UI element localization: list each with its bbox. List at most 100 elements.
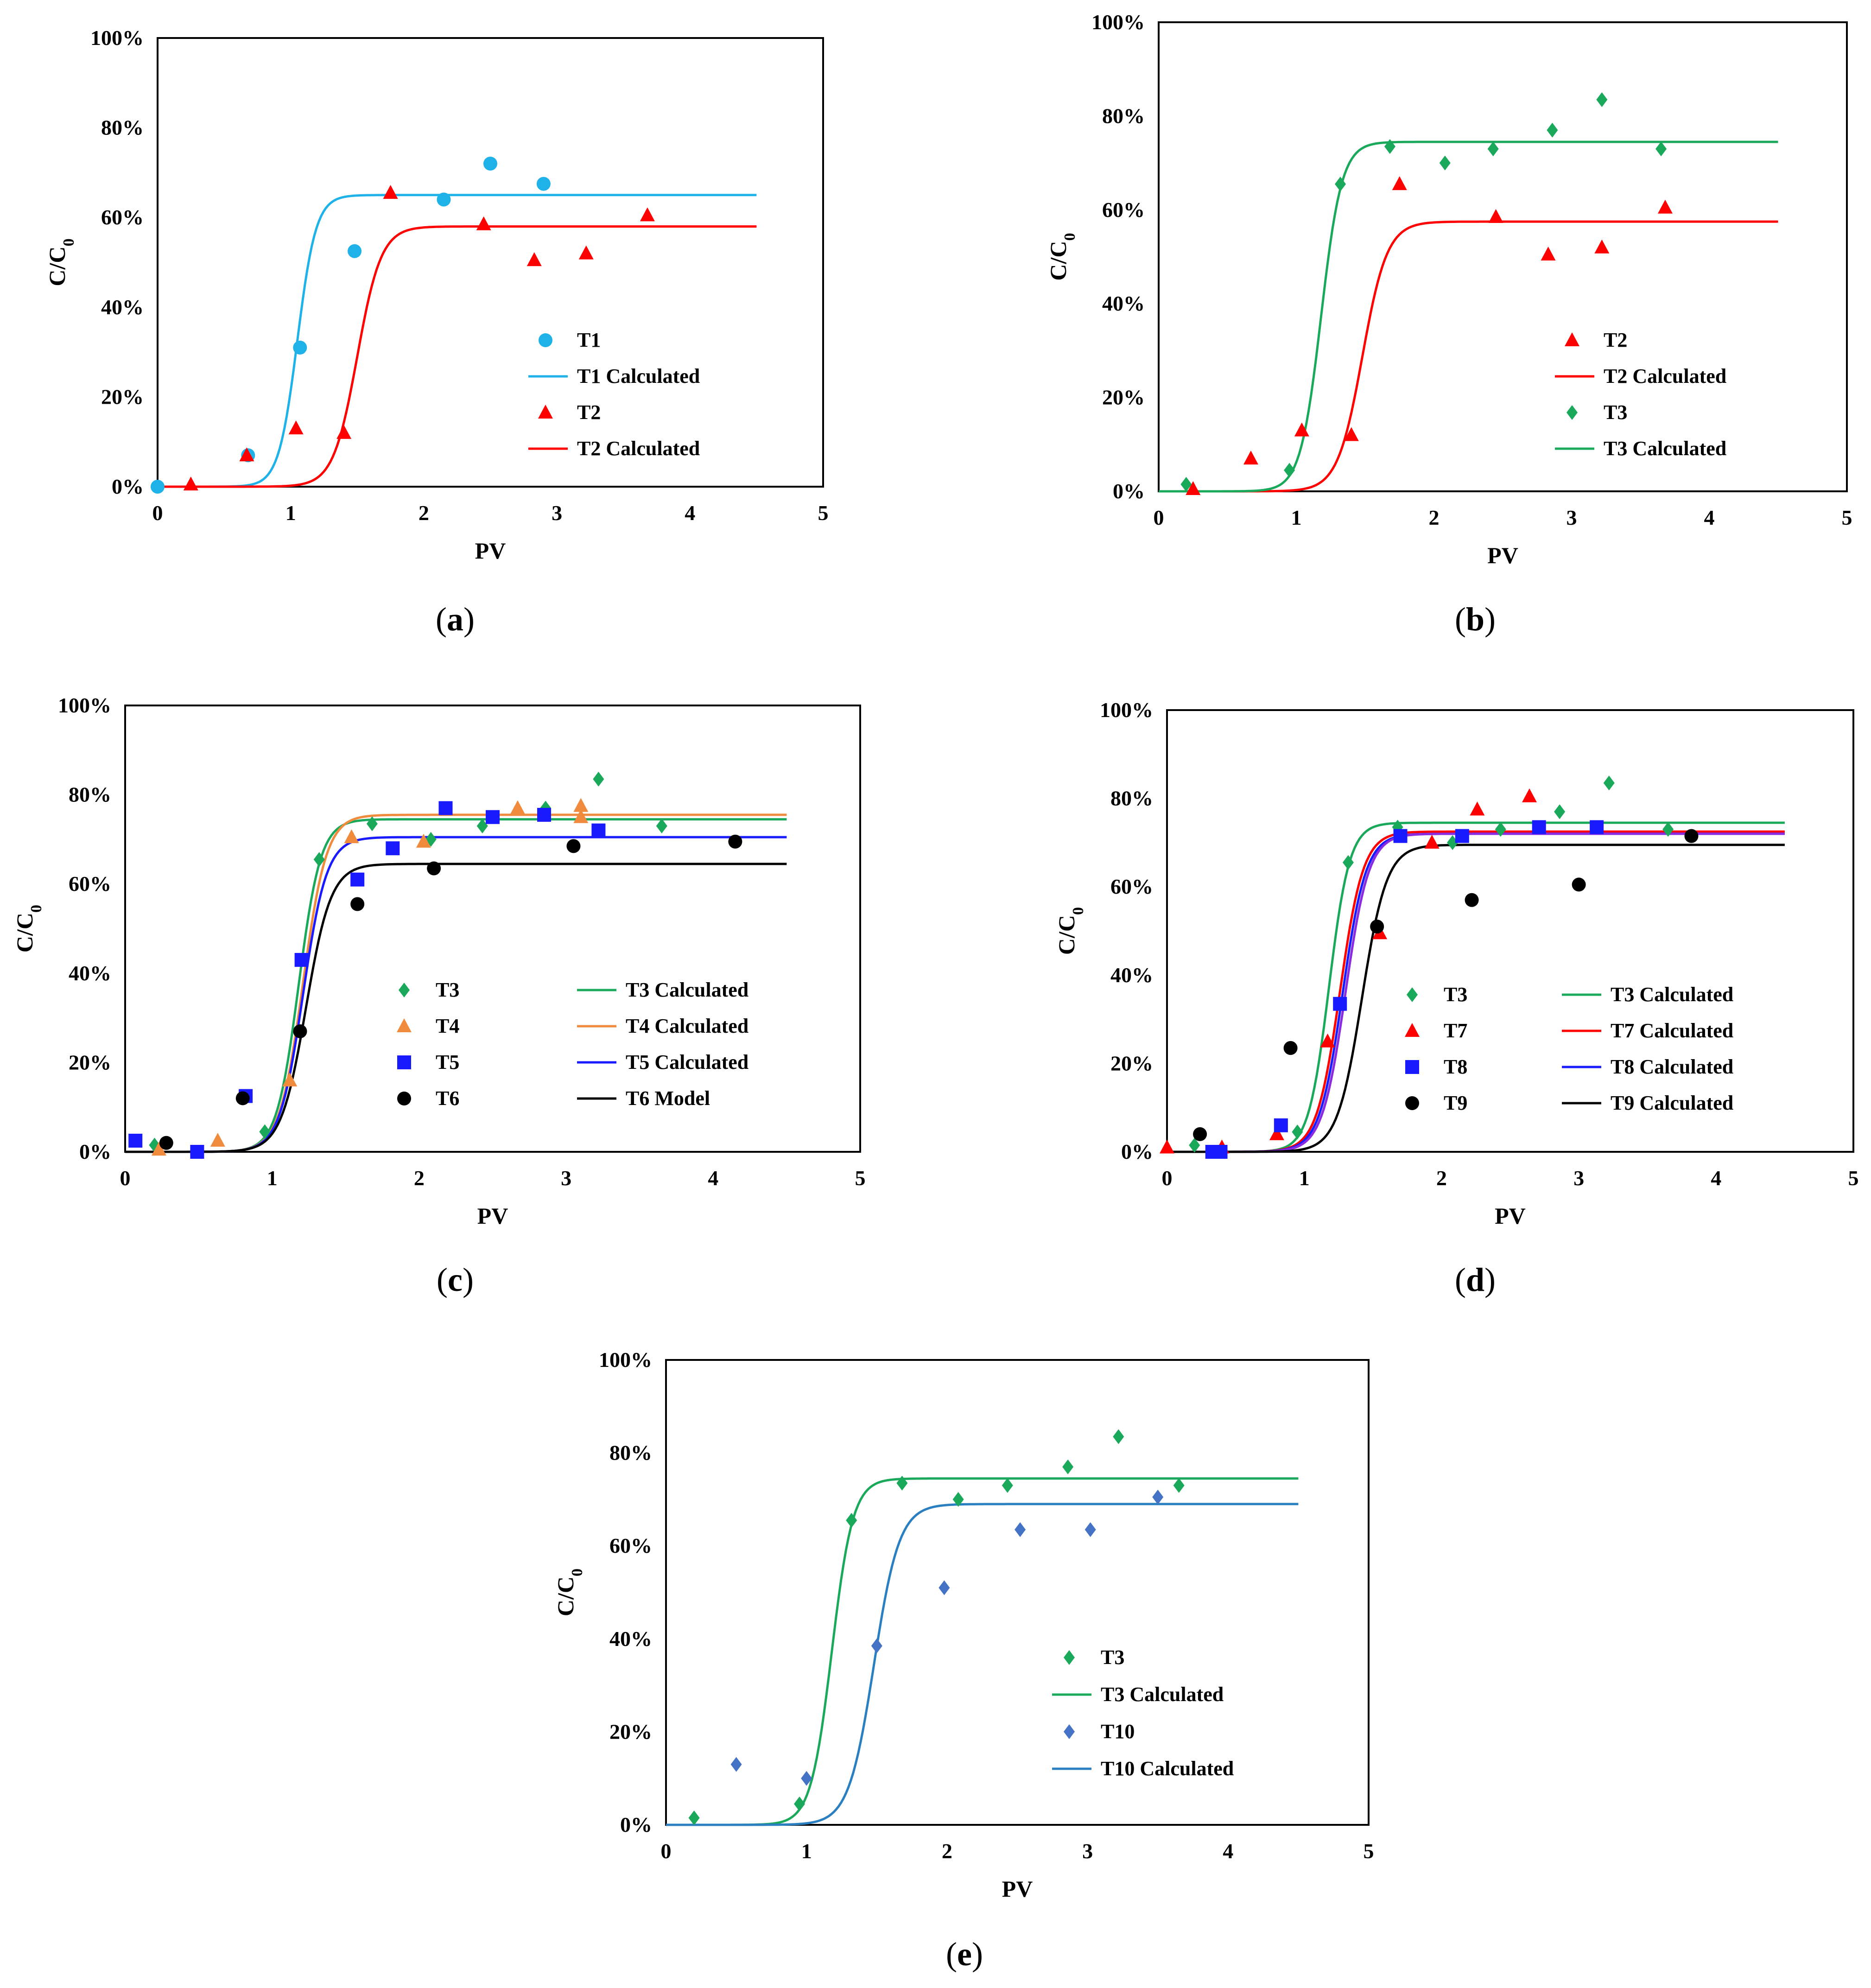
data-point-t3 — [896, 1475, 908, 1491]
chart-panel-a: 0% 20% 40% 60% 80% 100% 0 1 2 3 4 5 PV C/C0 T1 T1 Calcu… — [44, 26, 829, 564]
data-point-t3 — [1342, 855, 1354, 870]
x-axis-label: PV — [1495, 1203, 1526, 1229]
data-point-t3 — [1180, 476, 1192, 492]
data-point-t6 — [566, 839, 581, 853]
data-point-t2 — [336, 425, 352, 439]
data-point-t9 — [1465, 893, 1479, 907]
data-point-t6 — [427, 861, 441, 876]
x-tick-label: 2 — [414, 1166, 425, 1190]
x-tick-label: 0 — [120, 1166, 131, 1190]
legend-marker-t8 — [1405, 1060, 1419, 1074]
x-tick-label: 0 — [1154, 506, 1164, 529]
legend-label: T7 — [1444, 1019, 1467, 1042]
data-point-t4 — [510, 800, 525, 814]
data-point-t5 — [128, 1133, 143, 1148]
legend-label: T6 — [436, 1087, 459, 1110]
legend-marker-t2 — [1565, 332, 1579, 346]
x-tick-label: 2 — [942, 1839, 952, 1863]
legend-marker-t9 — [1405, 1096, 1419, 1110]
chart-panel-e: 0% 20% 40% 60% 80% 100% 0 1 2 3 4 5 PV C/C0 T3 T3 Calcu… — [552, 1348, 1374, 1902]
panel-label-c: (c) — [437, 1261, 474, 1298]
x-tick-label: 1 — [801, 1839, 812, 1863]
data-point-t3 — [846, 1513, 857, 1528]
legend-marker-t3 — [1064, 1650, 1075, 1665]
y-tick-label: 20% — [609, 1720, 652, 1743]
x-tick-label: 5 — [1848, 1166, 1859, 1190]
y-tick-label: 100% — [1091, 10, 1145, 34]
y-tick-label: 60% — [101, 205, 144, 229]
y-tick-label: 20% — [1110, 1051, 1153, 1075]
data-point-t2 — [1657, 199, 1673, 214]
legend-label: T5 Calculated — [626, 1051, 748, 1073]
y-tick-label: 100% — [90, 26, 144, 50]
data-point-t1 — [483, 157, 497, 171]
data-point-t7 — [1424, 834, 1440, 849]
data-point-t10 — [1015, 1522, 1026, 1537]
legend-label: T8 Calculated — [1611, 1055, 1733, 1078]
x-tick-label: 3 — [1082, 1839, 1093, 1863]
data-point-t9 — [1684, 829, 1699, 843]
data-point-t4 — [573, 798, 589, 812]
data-point-t3 — [1439, 155, 1451, 171]
data-point-t2 — [640, 207, 655, 222]
x-tick-label: 1 — [1299, 1166, 1310, 1190]
data-point-t5 — [438, 801, 453, 815]
y-axis-label: C/C0 — [12, 905, 45, 953]
y-tick-label: 100% — [58, 693, 111, 717]
y-tick-label: 60% — [1102, 198, 1145, 222]
data-point-t6 — [235, 1091, 250, 1105]
legend-marker-t2 — [538, 405, 553, 419]
y-tick-label: 80% — [1110, 787, 1153, 810]
y-tick-label: 20% — [69, 1050, 111, 1074]
plot-area — [1158, 21, 1848, 492]
legend-label: T3 — [1604, 401, 1627, 424]
x-tick-label: 3 — [552, 501, 562, 525]
x-tick-label: 0 — [661, 1839, 672, 1863]
y-tick-label: 40% — [1110, 963, 1153, 987]
data-point-t3 — [1292, 1124, 1303, 1140]
y-tick-label: 60% — [1110, 875, 1153, 898]
data-point-t6 — [293, 1024, 307, 1038]
legend-label: T3 Calculated — [1611, 983, 1733, 1006]
x-tick-label: 5 — [855, 1166, 866, 1190]
data-point-t9 — [1283, 1041, 1298, 1055]
legend-label: T7 Calculated — [1611, 1019, 1733, 1042]
x-axis-label: PV — [477, 1203, 508, 1229]
x-axis-label: PV — [1487, 542, 1518, 568]
x-tick-label: 1 — [285, 501, 296, 525]
data-point-t10 — [871, 1638, 882, 1653]
data-point-t3 — [1173, 1478, 1185, 1493]
data-point-t3 — [1384, 139, 1395, 154]
y-tick-label: 0% — [1121, 1140, 1153, 1163]
data-point-t6 — [350, 897, 365, 911]
y-tick-label: 100% — [1100, 698, 1153, 722]
x-tick-label: 5 — [1842, 506, 1852, 529]
data-point-t1 — [348, 244, 362, 258]
y-tick-label: 80% — [101, 116, 144, 140]
legend-marker-t6 — [397, 1092, 411, 1105]
y-tick-label: 100% — [599, 1348, 652, 1372]
data-point-t3 — [1189, 1137, 1200, 1153]
y-tick-label: 80% — [69, 783, 111, 807]
data-point-t3 — [366, 816, 378, 832]
legend-label: T1 — [577, 329, 601, 351]
data-point-t5 — [486, 810, 500, 824]
legend-label: T3 — [1101, 1646, 1124, 1669]
x-tick-label: 2 — [1429, 506, 1440, 529]
data-point-t2 — [1243, 451, 1258, 465]
x-tick-label: 4 — [1711, 1166, 1721, 1190]
data-point-t2 — [1488, 209, 1503, 223]
data-point-t8 — [1213, 1145, 1228, 1159]
y-tick-label: 40% — [1102, 292, 1145, 315]
data-point-t3 — [313, 852, 325, 867]
series-line-t10-calculated — [666, 1503, 1299, 1826]
data-point-t3 — [1002, 1478, 1013, 1493]
data-point-t10 — [801, 1771, 812, 1786]
data-point-t7 — [1160, 1139, 1174, 1154]
x-tick-label: 4 — [708, 1166, 718, 1190]
data-point-t2 — [476, 216, 491, 230]
plot-area — [665, 1359, 1370, 1826]
legend-label: T4 — [436, 1015, 459, 1037]
x-tick-label: 4 — [1704, 506, 1715, 529]
y-tick-label: 0% — [1113, 479, 1145, 503]
